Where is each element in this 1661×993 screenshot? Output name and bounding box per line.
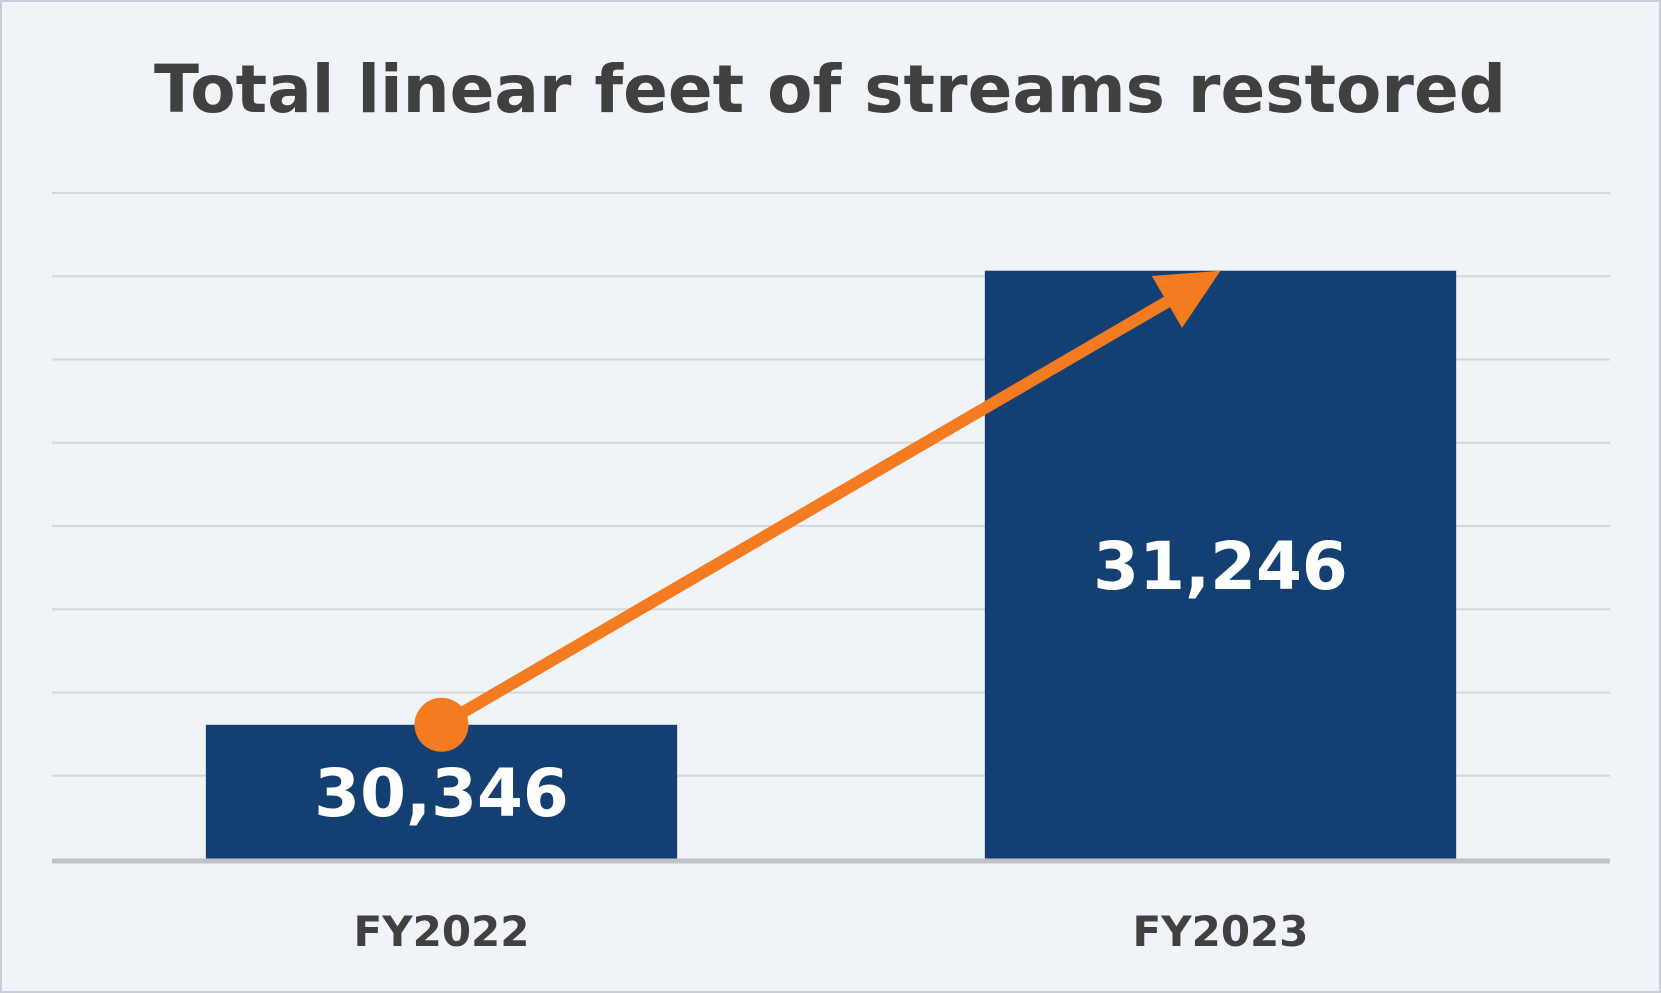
value-label: 31,246 bbox=[1093, 528, 1348, 605]
value-label: 30,346 bbox=[314, 755, 569, 832]
chart-title: Total linear feet of streams restored bbox=[154, 51, 1506, 128]
trend-arrow bbox=[414, 270, 1221, 752]
x-tick-label: FY2022 bbox=[354, 907, 530, 956]
trend-arrow-head bbox=[1151, 270, 1221, 328]
trend-arrow-start-dot bbox=[414, 697, 469, 752]
x-tick-label: FY2023 bbox=[1133, 907, 1309, 956]
trend-arrow-shaft bbox=[438, 294, 1174, 730]
labels: 30,346 FY2022 31,246 FY2023 bbox=[314, 528, 1348, 956]
